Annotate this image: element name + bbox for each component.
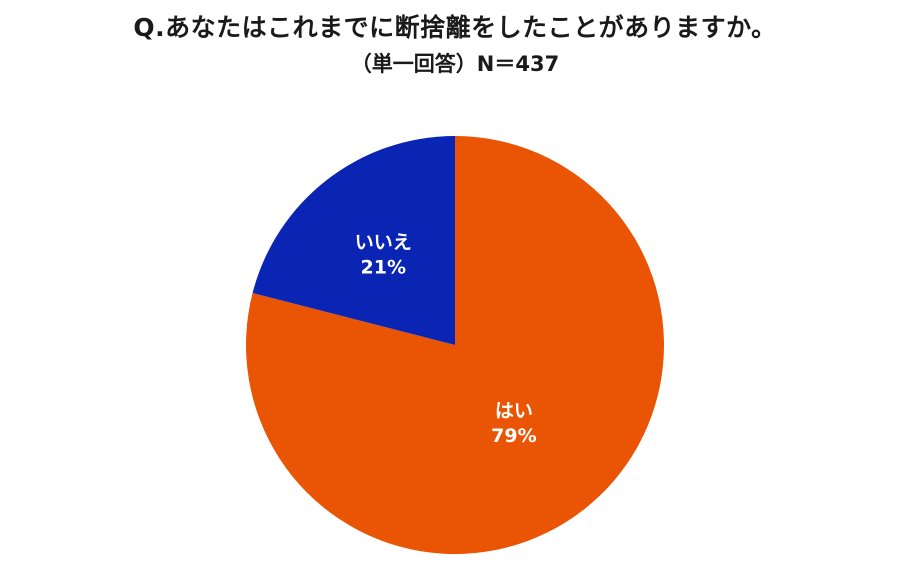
slice-category-label: いいえ xyxy=(355,232,412,254)
chart-title: Q.あなたはこれまでに断捨離をしたことがありますか。 xyxy=(133,13,777,42)
pie-slice-0 xyxy=(245,136,664,555)
pie-slice-1 xyxy=(252,136,455,345)
slice-value-label: 79% xyxy=(491,425,536,447)
slice-category-label: はい xyxy=(495,400,533,422)
pie-labels: はい 79% いいえ 21% xyxy=(355,232,537,447)
chart-subtitle: （単一回答）N＝437 xyxy=(350,52,560,76)
slice-value-label: 21% xyxy=(361,257,406,279)
pie-slices xyxy=(245,136,664,555)
